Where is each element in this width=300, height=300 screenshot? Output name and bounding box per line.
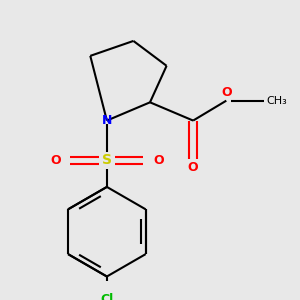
Text: O: O: [188, 160, 198, 173]
Text: CH₃: CH₃: [266, 96, 287, 106]
Text: S: S: [102, 153, 112, 167]
Text: O: O: [221, 86, 232, 99]
Text: Cl: Cl: [100, 293, 113, 300]
Text: N: N: [102, 114, 112, 127]
Text: O: O: [50, 154, 61, 167]
Text: O: O: [153, 154, 164, 167]
